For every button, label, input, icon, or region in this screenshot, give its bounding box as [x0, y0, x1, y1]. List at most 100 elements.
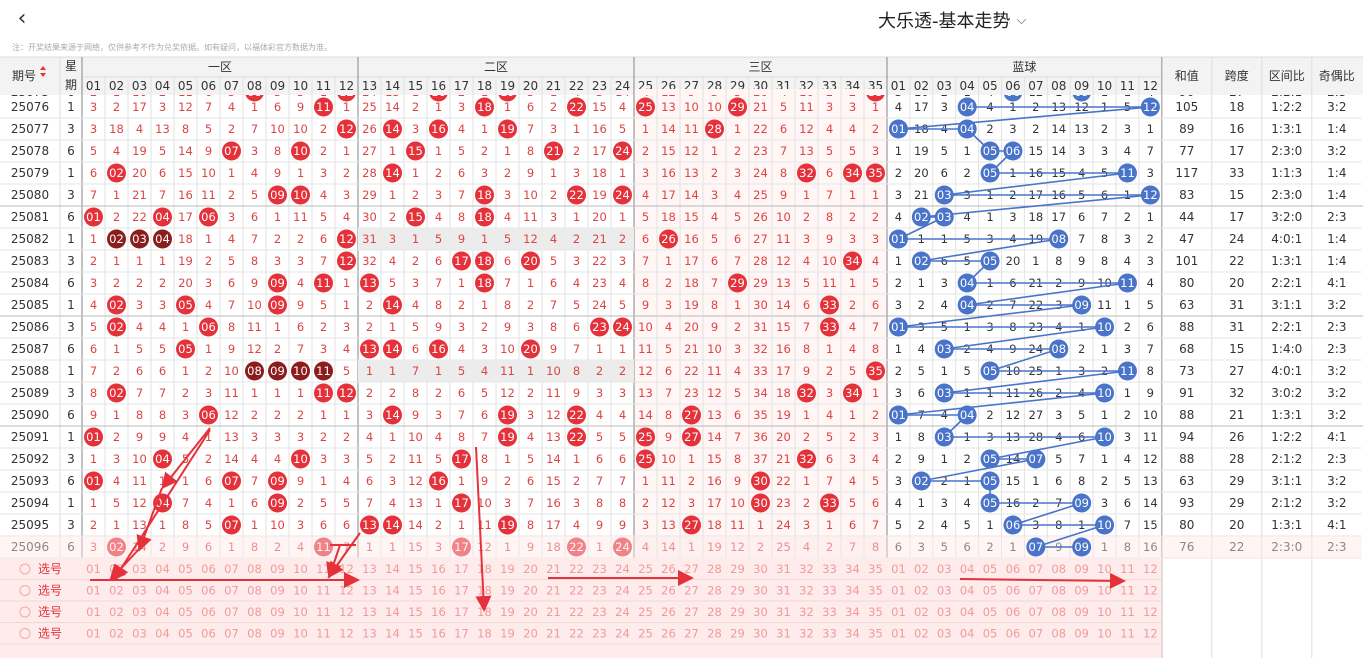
picker-number[interactable]: 03 — [937, 584, 952, 598]
picker-number[interactable]: 33 — [822, 584, 837, 598]
picker-number[interactable]: 01 — [891, 562, 906, 576]
picker-number[interactable]: 09 — [1074, 605, 1089, 619]
picker-number[interactable]: 09 — [1074, 562, 1089, 576]
picker-number[interactable]: 19 — [500, 562, 515, 576]
picker-number[interactable]: 17 — [454, 627, 469, 641]
picker-number[interactable]: 13 — [362, 605, 377, 619]
picker-number[interactable]: 34 — [845, 562, 860, 576]
picker-number[interactable]: 23 — [592, 584, 607, 598]
picker-number[interactable]: 26 — [661, 562, 676, 576]
picker-number[interactable]: 35 — [868, 562, 883, 576]
picker-number[interactable]: 07 — [1029, 584, 1044, 598]
picker-number[interactable]: 21 — [546, 584, 561, 598]
picker-number[interactable]: 35 — [868, 605, 883, 619]
picker-number[interactable]: 25 — [638, 562, 653, 576]
picker-number[interactable]: 05 — [178, 584, 193, 598]
picker-number[interactable]: 23 — [592, 562, 607, 576]
picker-number[interactable]: 17 — [454, 605, 469, 619]
picker-number[interactable]: 10 — [293, 605, 308, 619]
picker-number[interactable]: 35 — [868, 627, 883, 641]
picker-number[interactable]: 31 — [776, 584, 791, 598]
picker-radio[interactable] — [19, 563, 31, 575]
picker-number[interactable]: 21 — [546, 562, 561, 576]
picker-number[interactable]: 27 — [684, 605, 699, 619]
picker-number[interactable]: 20 — [523, 627, 538, 641]
picker-number[interactable]: 10 — [293, 562, 308, 576]
picker-number[interactable]: 26 — [661, 584, 676, 598]
picker-number[interactable]: 28 — [707, 627, 722, 641]
picker-number[interactable]: 14 — [385, 584, 400, 598]
picker-number[interactable]: 08 — [247, 584, 262, 598]
picker-number[interactable]: 04 — [960, 584, 975, 598]
picker-number[interactable]: 04 — [155, 562, 170, 576]
picker-number[interactable]: 06 — [1006, 584, 1021, 598]
picker-number[interactable]: 18 — [477, 584, 492, 598]
picker-number[interactable]: 03 — [132, 605, 147, 619]
back-button[interactable]: ‹ — [10, 6, 34, 32]
picker-number[interactable]: 14 — [385, 605, 400, 619]
picker-number[interactable]: 02 — [109, 562, 124, 576]
picker-number[interactable]: 13 — [362, 562, 377, 576]
picker-number[interactable]: 02 — [914, 605, 929, 619]
picker-number[interactable]: 32 — [799, 562, 814, 576]
picker-number[interactable]: 05 — [983, 605, 998, 619]
picker-number[interactable]: 06 — [1006, 562, 1021, 576]
picker-number[interactable]: 22 — [569, 627, 584, 641]
picker-number[interactable]: 24 — [615, 605, 630, 619]
picker-number[interactable]: 15 — [408, 562, 423, 576]
picker-number[interactable]: 27 — [684, 562, 699, 576]
picker-number[interactable]: 18 — [477, 562, 492, 576]
picker-number[interactable]: 10 — [1097, 562, 1112, 576]
picker-number[interactable]: 08 — [247, 627, 262, 641]
picker-number[interactable]: 29 — [730, 584, 745, 598]
picker-number[interactable]: 32 — [799, 627, 814, 641]
picker-number[interactable]: 28 — [707, 562, 722, 576]
picker-number[interactable]: 13 — [362, 584, 377, 598]
picker-number[interactable]: 29 — [730, 627, 745, 641]
picker-number[interactable]: 08 — [247, 605, 262, 619]
picker-number[interactable]: 08 — [1051, 562, 1066, 576]
picker-number[interactable]: 03 — [937, 605, 952, 619]
picker-number[interactable]: 18 — [477, 605, 492, 619]
picker-number[interactable]: 04 — [960, 562, 975, 576]
picker-number[interactable]: 31 — [776, 562, 791, 576]
picker-radio[interactable] — [19, 585, 31, 596]
picker-number[interactable]: 33 — [822, 627, 837, 641]
picker-number[interactable]: 01 — [86, 627, 101, 641]
picker-number[interactable]: 09 — [270, 627, 285, 641]
picker-number[interactable]: 09 — [270, 562, 285, 576]
picker-number[interactable]: 02 — [914, 627, 929, 641]
picker-number[interactable]: 07 — [224, 584, 239, 598]
picker-number[interactable]: 28 — [707, 605, 722, 619]
column-issue[interactable]: 期号 — [12, 69, 36, 83]
picker-number[interactable]: 34 — [845, 627, 860, 641]
picker-number[interactable]: 05 — [983, 562, 998, 576]
picker-number[interactable]: 30 — [753, 584, 768, 598]
picker-number[interactable]: 27 — [684, 627, 699, 641]
picker-number[interactable]: 01 — [891, 605, 906, 619]
picker-number[interactable]: 08 — [247, 562, 262, 576]
picker-number[interactable]: 24 — [615, 584, 630, 598]
picker-number[interactable]: 07 — [1029, 562, 1044, 576]
picker-number[interactable]: 17 — [454, 562, 469, 576]
picker-number[interactable]: 02 — [109, 605, 124, 619]
picker-number[interactable]: 20 — [523, 584, 538, 598]
picker-number[interactable]: 04 — [155, 627, 170, 641]
picker-number[interactable]: 03 — [132, 584, 147, 598]
picker-number[interactable]: 01 — [891, 627, 906, 641]
picker-number[interactable]: 11 — [1120, 605, 1135, 619]
picker-number[interactable]: 25 — [638, 627, 653, 641]
picker-number[interactable]: 35 — [868, 584, 883, 598]
picker-number[interactable]: 12 — [1143, 584, 1158, 598]
picker-number[interactable]: 27 — [684, 584, 699, 598]
picker-number[interactable]: 15 — [408, 605, 423, 619]
picker-number[interactable]: 30 — [753, 562, 768, 576]
picker-number[interactable]: 02 — [914, 562, 929, 576]
picker-number[interactable]: 25 — [638, 605, 653, 619]
picker-number[interactable]: 21 — [546, 605, 561, 619]
picker-number[interactable]: 10 — [1097, 627, 1112, 641]
picker-number[interactable]: 16 — [431, 562, 446, 576]
picker-number[interactable]: 24 — [615, 562, 630, 576]
picker-number[interactable]: 26 — [661, 627, 676, 641]
title-selector[interactable]: 大乐透-基本走势 ⌵ — [878, 7, 1026, 33]
